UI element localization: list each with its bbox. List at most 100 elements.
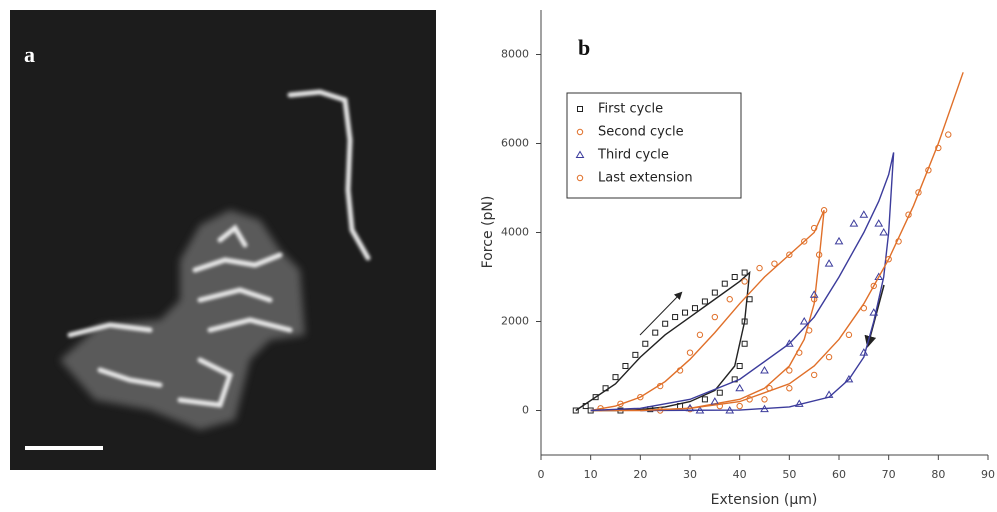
data-point <box>824 259 834 267</box>
y-tick-label: 6000 <box>501 137 529 150</box>
data-point <box>592 394 599 401</box>
data-point <box>756 264 763 272</box>
x-tick-label: 70 <box>882 468 896 481</box>
data-point <box>885 256 892 263</box>
data-point <box>741 269 748 276</box>
y-tick-label: 0 <box>522 404 529 417</box>
data-point <box>935 144 942 152</box>
data-point <box>721 280 728 287</box>
data-point <box>597 405 604 412</box>
data-point <box>905 211 912 218</box>
data-point <box>784 339 794 347</box>
data-point <box>870 282 877 290</box>
data-point <box>735 383 745 392</box>
data-point <box>741 340 748 347</box>
y-tick-label: 8000 <box>501 48 529 61</box>
data-point <box>632 351 639 358</box>
x-tick-label: 40 <box>733 468 747 481</box>
legend <box>566 92 742 199</box>
fit-line <box>640 72 964 412</box>
data-point <box>741 318 748 325</box>
data-point <box>716 389 723 396</box>
legend-label: Last extension <box>598 171 693 186</box>
y-tick-label: 4000 <box>501 226 529 239</box>
x-tick-label: 90 <box>981 468 995 481</box>
data-point <box>686 349 694 356</box>
data-point <box>824 390 834 398</box>
x-tick-label: 0 <box>538 468 545 481</box>
data-point <box>925 167 932 174</box>
data-point <box>652 329 659 336</box>
x-axis-label: Extension (µm) <box>711 492 818 508</box>
x-tick-label: 80 <box>931 468 945 481</box>
panel-label: a <box>24 42 35 67</box>
data-point <box>701 298 708 305</box>
data-point <box>820 207 828 214</box>
data-point <box>874 272 884 280</box>
panel-label: b <box>578 35 590 60</box>
data-point <box>711 313 719 321</box>
data-point <box>874 219 884 227</box>
data-point <box>682 309 689 316</box>
legend-label: First cycle <box>598 102 663 117</box>
data-point <box>672 314 679 321</box>
data-point <box>576 128 584 136</box>
data-point <box>786 385 793 392</box>
data-point <box>642 340 649 347</box>
data-point <box>617 400 624 408</box>
data-point <box>794 399 804 407</box>
data-point <box>849 219 859 227</box>
data-point <box>746 296 753 303</box>
data-point <box>895 238 902 245</box>
data-point <box>815 251 823 258</box>
legend-label: Second cycle <box>598 125 684 140</box>
data-point <box>801 238 808 245</box>
micrograph <box>10 10 436 470</box>
data-point <box>577 106 583 112</box>
data-point <box>582 403 589 410</box>
data-point <box>786 251 793 258</box>
y-tick-label: 2000 <box>501 315 529 328</box>
data-point <box>869 308 879 316</box>
data-point <box>691 305 698 312</box>
x-tick-label: 50 <box>782 468 796 481</box>
fit-line <box>575 270 751 412</box>
legend-label: Third cycle <box>597 148 669 163</box>
data-point <box>825 353 833 361</box>
data-point <box>572 407 579 414</box>
data-point <box>696 331 704 339</box>
data-point <box>810 296 818 303</box>
data-point <box>736 363 743 369</box>
data-point <box>575 150 585 158</box>
x-tick-label: 60 <box>832 468 846 481</box>
data-point <box>612 374 619 381</box>
data-point <box>860 304 868 312</box>
fit-line <box>590 152 895 412</box>
data-point <box>576 174 584 182</box>
data-point <box>799 317 809 325</box>
data-point <box>657 382 664 390</box>
data-point <box>736 402 743 410</box>
data-point <box>834 236 844 245</box>
x-tick-label: 20 <box>633 468 647 481</box>
data-point <box>716 402 723 410</box>
data-point <box>711 289 718 296</box>
data-point <box>731 274 738 280</box>
data-point <box>701 396 708 403</box>
data-point <box>637 393 644 401</box>
data-point <box>695 406 705 414</box>
data-point <box>810 224 818 232</box>
data-point <box>810 371 818 379</box>
arrow <box>639 291 683 336</box>
data-point <box>710 397 720 405</box>
data-point <box>915 189 922 196</box>
data-point <box>725 406 735 414</box>
data-point <box>771 260 778 267</box>
data-point <box>676 367 684 374</box>
data-point <box>760 365 769 374</box>
x-tick-label: 10 <box>584 468 598 481</box>
data-point <box>786 367 793 374</box>
data-point <box>741 278 748 285</box>
